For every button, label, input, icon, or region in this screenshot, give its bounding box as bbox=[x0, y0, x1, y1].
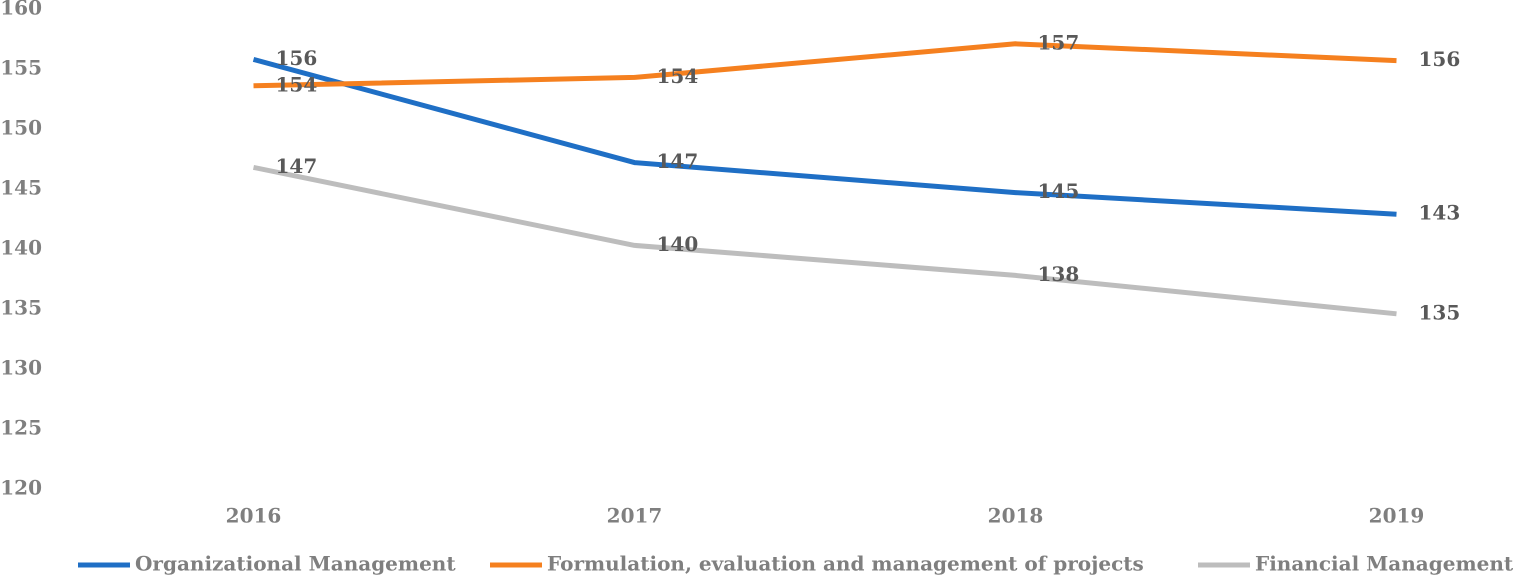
x-tick-label: 2017 bbox=[607, 504, 663, 528]
data-label: 147 bbox=[276, 154, 318, 178]
data-label: 156 bbox=[276, 46, 318, 70]
y-tick-label: 140 bbox=[0, 236, 42, 260]
data-label: 157 bbox=[1038, 30, 1080, 54]
legend-label: Financial Management bbox=[1255, 552, 1514, 576]
x-tick-label: 2016 bbox=[226, 504, 282, 528]
data-label: 140 bbox=[657, 232, 699, 256]
y-tick-label: 120 bbox=[0, 476, 42, 500]
y-tick-label: 145 bbox=[0, 176, 42, 200]
data-label: 135 bbox=[1419, 300, 1461, 324]
y-tick-label: 125 bbox=[0, 416, 42, 440]
legend-label: Formulation, evaluation and management o… bbox=[547, 552, 1144, 576]
x-tick-label: 2019 bbox=[1369, 504, 1425, 528]
series-line bbox=[252, 56, 1397, 217]
data-label: 143 bbox=[1419, 201, 1461, 225]
x-tick-label: 2018 bbox=[988, 504, 1044, 528]
data-label: 156 bbox=[1419, 47, 1461, 71]
y-tick-label: 155 bbox=[0, 56, 42, 80]
series-line bbox=[252, 164, 1397, 317]
y-tick-label: 160 bbox=[0, 0, 42, 20]
y-tick-label: 130 bbox=[0, 356, 42, 380]
data-label: 154 bbox=[276, 72, 318, 96]
legend-label: Organizational Management bbox=[135, 552, 456, 576]
series-line bbox=[253, 41, 1397, 89]
y-tick-label: 135 bbox=[0, 296, 42, 320]
y-tick-label: 150 bbox=[0, 116, 42, 140]
data-label: 145 bbox=[1038, 179, 1080, 203]
data-label: 138 bbox=[1038, 262, 1080, 286]
data-label: 154 bbox=[657, 64, 699, 88]
data-label: 147 bbox=[657, 149, 699, 173]
